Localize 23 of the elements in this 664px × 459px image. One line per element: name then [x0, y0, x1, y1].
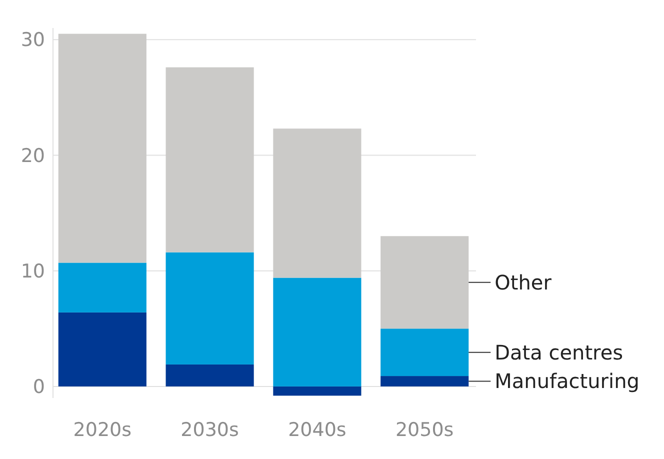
- y-tick-label: 0: [32, 376, 45, 398]
- bar: [380, 376, 469, 386]
- bar: [273, 128, 362, 278]
- y-tick-label: 20: [20, 144, 45, 167]
- bar: [58, 312, 146, 386]
- bar: [58, 34, 146, 263]
- bar: [166, 252, 254, 364]
- bar: [166, 364, 254, 386]
- bar: [380, 328, 469, 376]
- bar: [273, 386, 362, 396]
- y-tick-label: 30: [20, 29, 45, 52]
- x-tick-label: 2040s: [288, 419, 346, 441]
- bar: [58, 262, 146, 312]
- series-label: Other: [494, 270, 552, 294]
- x-tick-label: 2020s: [73, 419, 132, 441]
- x-tick-label: 2030s: [180, 419, 239, 441]
- x-tick-label: 2050s: [395, 419, 454, 441]
- y-tick-label: 10: [20, 260, 45, 282]
- bar: [273, 278, 362, 386]
- bar: [380, 236, 469, 329]
- series-label: Manufacturing: [494, 369, 640, 394]
- bar: [166, 67, 254, 252]
- series-label: Data centres: [494, 340, 624, 364]
